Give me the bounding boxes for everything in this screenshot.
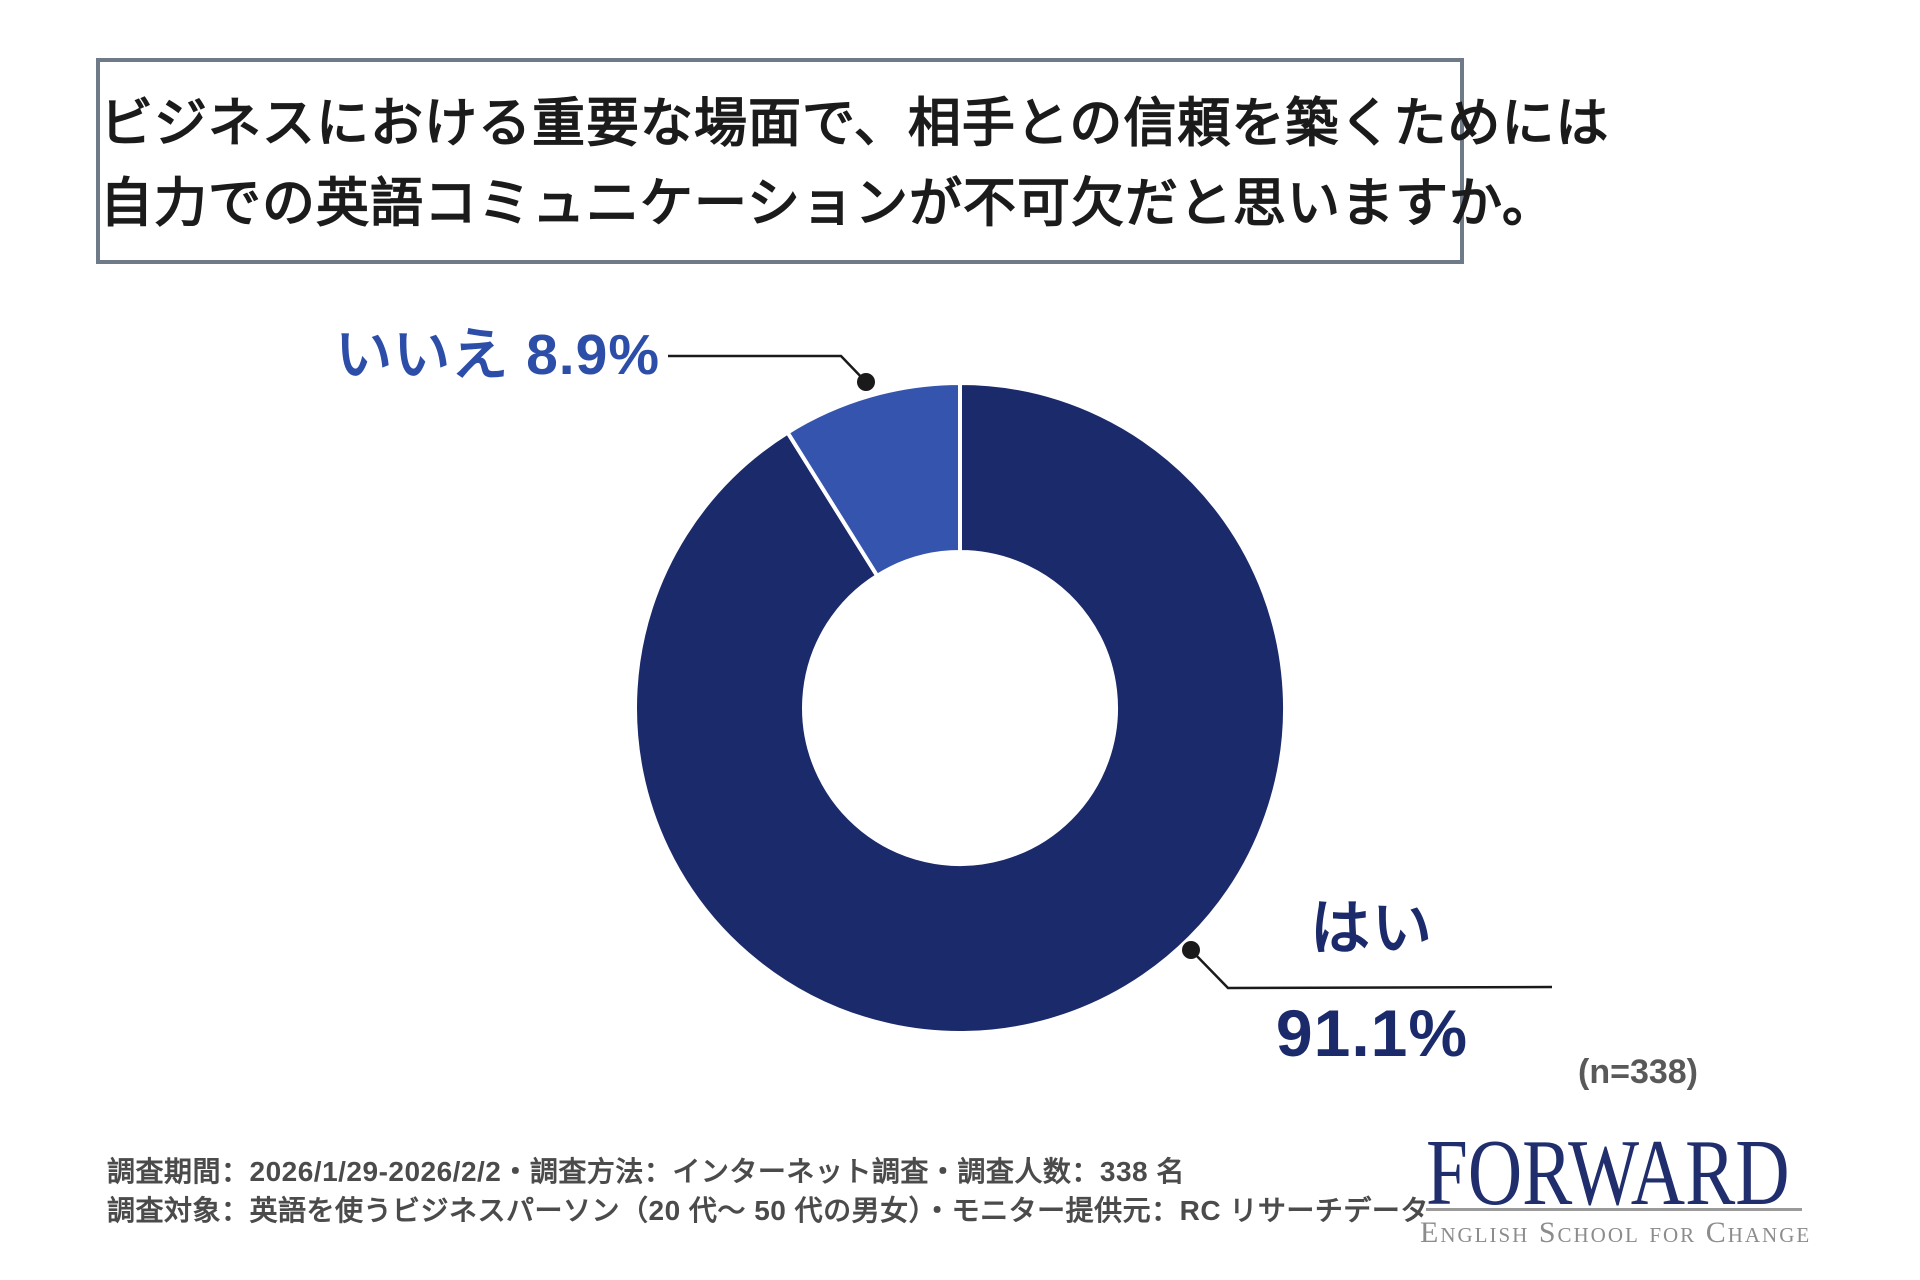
logo-wordmark: FORWARD [1426,1121,1790,1225]
survey-notes-line2: 調査対象：英語を使うビジネスパーソン（20 代～ 50 代の男女）・モニター提供… [107,1195,1429,1226]
donut-segment-no [784,380,962,579]
leader-line-no [668,354,867,383]
sample-size-label: (n=338) [1578,1053,1698,1091]
segment-no-percentage: 8.9% [526,323,660,387]
question-title-line2: 自力での英語コミュニケーションが不可欠だと思いますか。 [100,174,1556,233]
question-title-box: ビジネスにおける重要な場面で、相手との信頼を築くためには 自力での英語コミュニケ… [96,58,1610,264]
segment-label-yes: はい 91.1% [1172,895,1572,1071]
leader-dot-no [857,373,875,391]
survey-notes-line1: 調査期間：2026/1/29-2026/2/2・調査方法：インターネット調査・調… [107,1156,1185,1187]
segment-yes-percentage: 91.1% [1275,996,1469,1070]
donut-segment-yes [633,380,1288,1035]
segment-yes-text: はい [1310,895,1434,962]
leader-line-yes [1190,949,1553,990]
leader-dot-yes [1182,941,1200,959]
segment-no-text: いいえ [335,323,510,387]
logo-tagline: English School for Change [1420,1216,1812,1249]
segment-label-no: いいえ 8.9% [335,318,660,392]
logo-divider [1426,1208,1802,1211]
survey-notes: 調査期間：2026/1/29-2026/2/2・調査方法：インターネット調査・調… [107,1152,1429,1230]
question-title-line1: ビジネスにおける重要な場面で、相手との信頼を築くためには [100,94,1610,153]
